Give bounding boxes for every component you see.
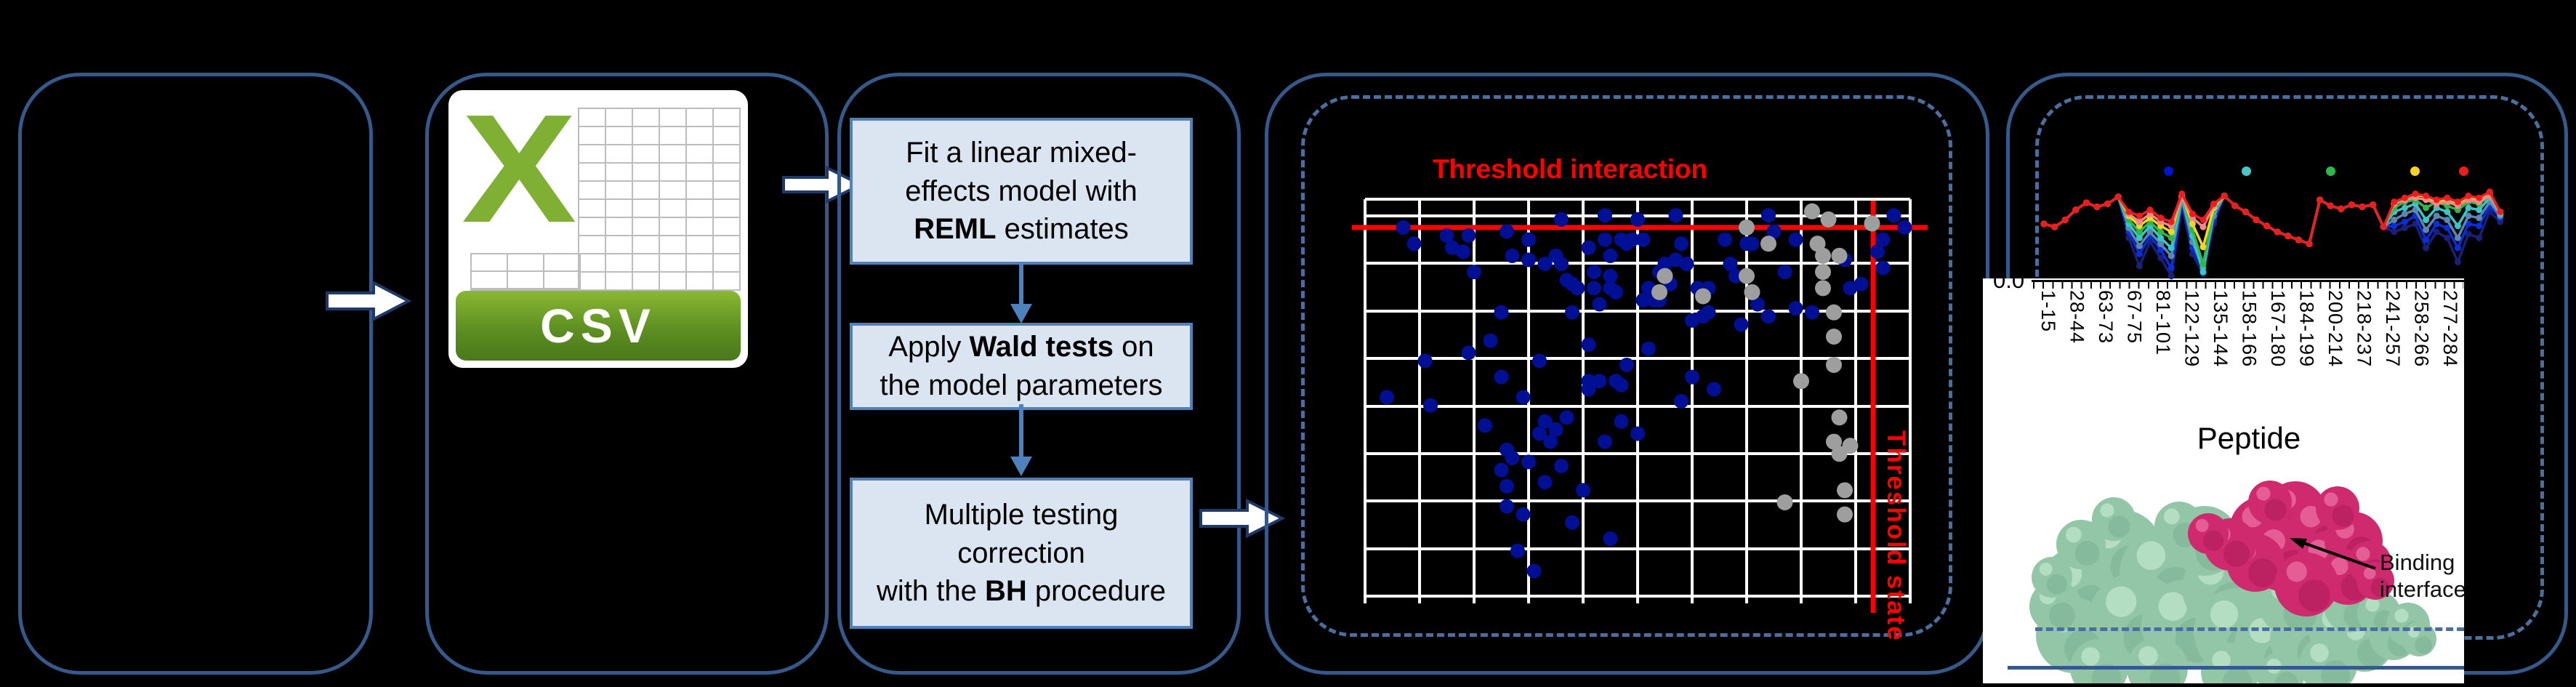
spreadsheet-grid-small xyxy=(470,253,581,291)
peptide-tick-label: 63-73 xyxy=(2091,290,2120,415)
legend-dot-icon xyxy=(2164,166,2173,176)
peptide-tick-label: 135-144 xyxy=(2206,290,2234,415)
uptake-dashed-border-bottom xyxy=(2035,627,2464,631)
peptide-tick-label: 184-199 xyxy=(2292,290,2320,415)
arrow-down-head-icon xyxy=(1010,304,1032,324)
threshold-state-label: Threshold state xyxy=(1881,430,1910,642)
peptide-tick-label: 167-180 xyxy=(2263,290,2292,415)
csv-x-glyph: X xyxy=(462,80,576,257)
peptide-tick-label: 81-101 xyxy=(2149,290,2177,415)
scatter-title: Threshold interaction xyxy=(1403,154,1737,185)
peptide-tick-label: 200-214 xyxy=(2321,290,2349,415)
peptide-axis-labels: 1-1528-4463-7367-7581-101122-129135-1441… xyxy=(2034,290,2464,415)
peptide-tick-label: 258-266 xyxy=(2407,290,2435,415)
peptide-tick-label: 218-237 xyxy=(2349,290,2378,415)
uptake-x-ticks xyxy=(2033,282,2463,289)
peptide-tick-label: 122-129 xyxy=(2177,290,2205,415)
step-wald-tests: Apply Wald tests onthe model parameters xyxy=(850,323,1193,410)
csv-banner: CSV xyxy=(456,291,741,361)
peptide-tick-label: 277-284 xyxy=(2436,290,2464,415)
uptake-ytick-label: 0.0 xyxy=(1993,268,2024,294)
peptide-tick-label: 1-15 xyxy=(2034,290,2062,415)
scatter-plot xyxy=(1365,199,1910,603)
csv-file-icon: X CSV xyxy=(448,90,748,368)
uptake-white-background: 1-1528-4463-7367-7581-101122-129135-1441… xyxy=(1983,278,2464,683)
panel-input xyxy=(18,73,373,675)
legend-dot-icon xyxy=(2326,166,2335,176)
legend-dot-icon xyxy=(2459,166,2468,176)
peptide-tick-label: 28-44 xyxy=(2062,290,2090,415)
arrow-down-icon xyxy=(1019,404,1023,458)
step-fit-model: Fit a linear mixed-effects model withREM… xyxy=(850,118,1193,265)
peptide-axis-title: Peptide xyxy=(2034,421,2464,456)
arrow-down-head-icon xyxy=(1010,457,1032,476)
peptide-tick-label: 67-75 xyxy=(2120,290,2148,415)
legend-dot-icon xyxy=(2242,166,2251,176)
binding-interface-label: Binding interface xyxy=(2380,549,2464,603)
arrow-down-icon xyxy=(1019,262,1023,305)
legend-dot-icon xyxy=(2410,166,2420,176)
peptide-tick-label: 158-166 xyxy=(2234,290,2263,415)
step-bh-correction: Multiple testingcorrectionwith the BH pr… xyxy=(850,478,1193,629)
arrow-right-icon xyxy=(326,281,411,325)
peptide-tick-label: 241-257 xyxy=(2378,290,2407,415)
uptake-solid-border-bottom xyxy=(2008,666,2464,670)
spreadsheet-grid xyxy=(578,108,741,291)
